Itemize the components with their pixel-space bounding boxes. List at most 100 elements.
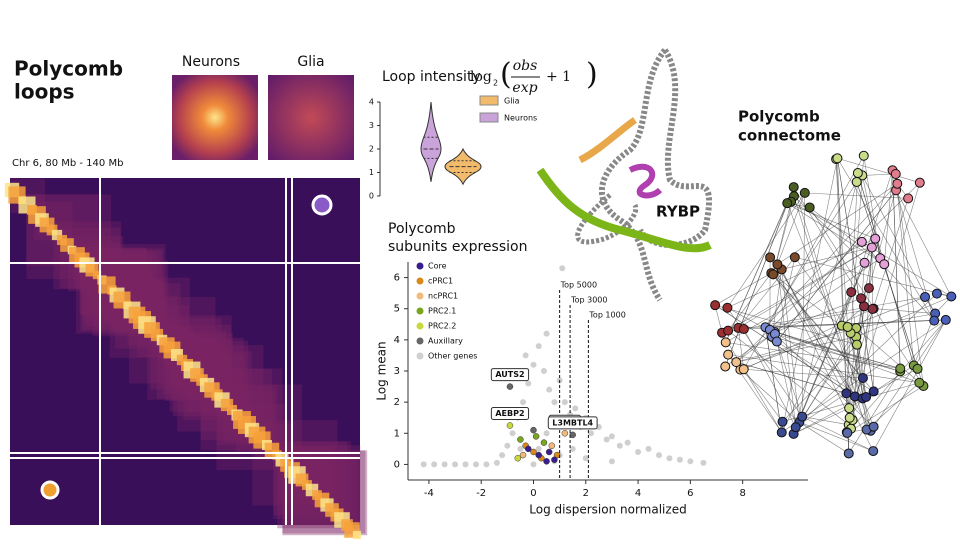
point bbox=[544, 331, 550, 337]
legend-label: Auxillary bbox=[428, 337, 463, 346]
connectome-node bbox=[915, 178, 924, 187]
connectome-node bbox=[844, 449, 853, 458]
point bbox=[530, 427, 536, 433]
y-tick-label: 0 bbox=[369, 191, 374, 200]
point bbox=[494, 460, 500, 466]
point bbox=[549, 443, 555, 449]
point bbox=[520, 399, 526, 405]
connectome-node bbox=[915, 378, 924, 387]
connectome-edge bbox=[777, 190, 896, 341]
connectome-node bbox=[941, 315, 950, 324]
point bbox=[666, 455, 672, 461]
point bbox=[517, 437, 523, 443]
connectome-node bbox=[845, 404, 854, 413]
y-tick-label: 4 bbox=[369, 98, 374, 107]
annotation: L3MBTL4 bbox=[552, 418, 593, 427]
connectome-title: Polycomb bbox=[738, 108, 820, 126]
point bbox=[530, 461, 536, 467]
connectome-edge bbox=[836, 159, 848, 327]
connectome-node bbox=[859, 151, 868, 160]
hic-map bbox=[5, 178, 367, 539]
connectome-node bbox=[739, 365, 748, 374]
chart-title: Polycomb bbox=[388, 221, 456, 237]
legend-label: Glia bbox=[504, 97, 520, 106]
formula-num: obs bbox=[513, 58, 538, 74]
connectome-node bbox=[724, 350, 733, 359]
connectome-edge bbox=[873, 320, 946, 451]
point bbox=[604, 437, 610, 443]
legend-label: Neurons bbox=[504, 114, 537, 123]
point bbox=[541, 368, 547, 374]
annotation: AUTS2 bbox=[495, 370, 524, 379]
connectome-node bbox=[800, 188, 809, 197]
x-tick-label: 6 bbox=[687, 488, 693, 499]
connectome-node bbox=[843, 428, 852, 437]
point bbox=[504, 443, 510, 449]
point bbox=[525, 446, 531, 452]
connectome-node bbox=[769, 270, 778, 279]
x-tick-label: 2 bbox=[583, 488, 589, 499]
legend-label: PRC2.1 bbox=[428, 307, 456, 316]
connectome-node bbox=[869, 422, 878, 431]
chromatin-segment bbox=[630, 167, 660, 196]
glia-icon bbox=[42, 482, 58, 498]
y-tick-label: 1 bbox=[369, 168, 374, 177]
connectome-node bbox=[932, 289, 941, 298]
point bbox=[452, 461, 458, 467]
point bbox=[530, 362, 536, 368]
connectome-node bbox=[930, 316, 939, 325]
legend-marker bbox=[417, 308, 424, 315]
connectome-node bbox=[783, 199, 792, 208]
point bbox=[588, 430, 594, 436]
connectome-node bbox=[868, 305, 877, 314]
connectome-node bbox=[790, 253, 799, 262]
point bbox=[617, 443, 623, 449]
x-tick-label: -2 bbox=[476, 488, 486, 499]
point bbox=[463, 461, 469, 467]
point bbox=[421, 461, 427, 467]
connectome-node bbox=[857, 294, 866, 303]
y-tick-label: 4 bbox=[394, 335, 400, 346]
y-tick-label: 5 bbox=[394, 304, 400, 315]
point bbox=[625, 440, 631, 446]
legend-marker bbox=[417, 338, 424, 345]
connectome-edge bbox=[799, 422, 873, 451]
connectome-edge bbox=[727, 193, 804, 308]
legend-swatch bbox=[480, 113, 498, 122]
point bbox=[559, 265, 565, 271]
connectome-node bbox=[711, 301, 720, 310]
violin bbox=[421, 102, 441, 182]
connectome-node bbox=[732, 358, 741, 367]
connectome-node bbox=[857, 237, 866, 246]
point bbox=[544, 430, 550, 436]
x-tick-label: 0 bbox=[530, 488, 536, 499]
formula-fn: log bbox=[470, 69, 492, 85]
connectome-node bbox=[845, 413, 854, 422]
connectome-edge bbox=[884, 170, 892, 264]
point bbox=[473, 461, 479, 467]
connectome-node bbox=[842, 389, 851, 398]
point bbox=[520, 452, 526, 458]
neuron-icon bbox=[313, 196, 331, 214]
connectome-node bbox=[777, 428, 786, 437]
legend-marker bbox=[417, 293, 424, 300]
point bbox=[507, 423, 513, 429]
point bbox=[499, 452, 505, 458]
pileup-heatmap bbox=[172, 75, 258, 160]
point bbox=[687, 458, 693, 464]
connectome-node bbox=[853, 169, 862, 178]
panel-label: Glia bbox=[297, 54, 324, 70]
connectome-node bbox=[867, 243, 876, 252]
y-tick-label: 6 bbox=[394, 273, 400, 284]
point bbox=[562, 399, 568, 405]
connectome-node bbox=[723, 303, 732, 312]
hic-diagonal bbox=[353, 531, 361, 539]
point bbox=[583, 455, 589, 461]
connectome-node bbox=[773, 260, 782, 269]
connectome bbox=[711, 151, 956, 458]
connectome-node bbox=[864, 284, 873, 293]
region-label: Chr 6, 80 Mb - 140 Mb bbox=[12, 158, 123, 169]
y-tick-label: 3 bbox=[394, 366, 400, 377]
connectome-edge bbox=[726, 342, 901, 368]
connectome-node bbox=[778, 417, 787, 426]
